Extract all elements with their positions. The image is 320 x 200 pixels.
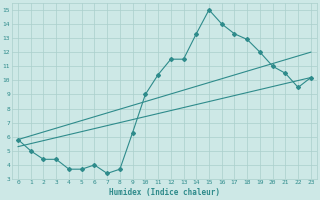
X-axis label: Humidex (Indice chaleur): Humidex (Indice chaleur) (109, 188, 220, 197)
